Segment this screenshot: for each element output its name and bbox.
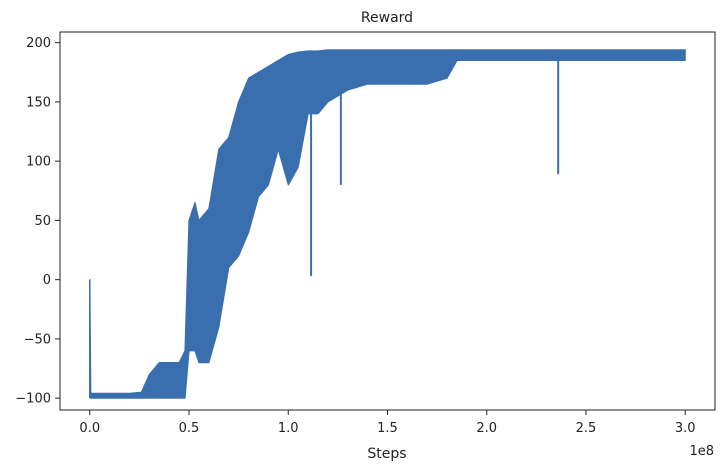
x-tick-label: 3.0	[675, 421, 696, 436]
y-tick-label: 200	[26, 36, 51, 51]
y-tick-label: 150	[26, 95, 51, 110]
y-tick-label: 50	[34, 214, 51, 229]
x-tick-label: 1.5	[377, 421, 398, 436]
x-tick-label: 2.5	[576, 421, 597, 436]
series-line-band	[89, 49, 686, 399]
chart-title: Reward	[361, 10, 413, 26]
y-tick-label: 0	[43, 273, 51, 288]
y-tick-label: −100	[15, 392, 51, 407]
y-tick-label: 100	[26, 155, 51, 170]
x-tick-label: 1.0	[278, 421, 299, 436]
y-axis: −100 −50 0 50 100 150 200	[15, 36, 60, 407]
x-axis: 0.0 0.5 1.0 1.5 2.0 2.5 3.0	[79, 410, 696, 436]
x-axis-label: Steps	[367, 446, 406, 462]
y-tick-label: −50	[24, 332, 51, 347]
x-axis-offset-label: 1e8	[689, 444, 714, 459]
x-tick-label: 0.0	[79, 421, 100, 436]
x-tick-label: 2.0	[476, 421, 497, 436]
plot-area	[89, 49, 686, 399]
x-tick-label: 0.5	[179, 421, 200, 436]
